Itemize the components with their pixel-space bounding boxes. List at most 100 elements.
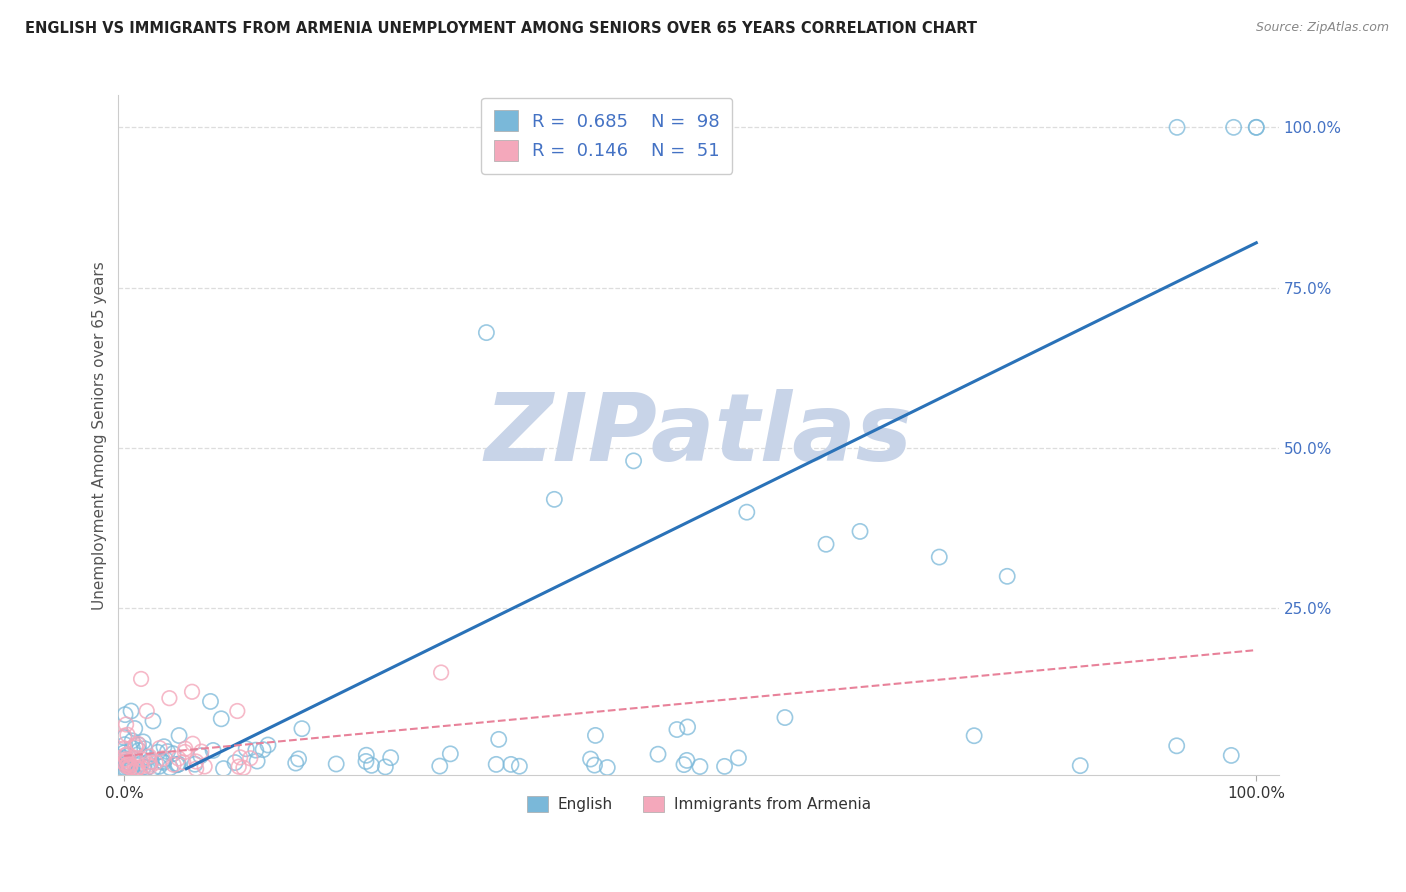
Point [153, 752, 176, 766]
Text: Source: ZipAtlas.com: Source: ZipAtlas.com [1256, 21, 1389, 34]
Point [120, 704, 142, 718]
Point [995, 569, 1018, 583]
Point [157, 691, 180, 706]
Point [235, 741, 257, 756]
Point [114, 757, 136, 772]
Point [232, 761, 254, 775]
Point [148, 741, 170, 756]
Point [1166, 120, 1188, 135]
Point [166, 757, 188, 772]
Point [172, 756, 194, 770]
Point [166, 757, 188, 772]
Point [689, 759, 711, 773]
Point [380, 750, 402, 764]
Point [181, 737, 204, 751]
Point [138, 749, 160, 764]
Point [114, 707, 136, 722]
Point [252, 742, 274, 756]
Point [167, 729, 190, 743]
Point [134, 741, 156, 756]
Point [190, 745, 212, 759]
Point [118, 760, 141, 774]
Point [152, 751, 174, 765]
Point [146, 745, 169, 759]
Point [135, 761, 157, 775]
Point [430, 665, 453, 680]
Point [291, 722, 314, 736]
Point [112, 756, 135, 770]
Point [129, 760, 152, 774]
Point [121, 760, 143, 774]
Point [114, 762, 136, 776]
Point [246, 754, 269, 768]
Point [138, 756, 160, 770]
Point [127, 738, 149, 752]
Legend: English, Immigrants from Armenia: English, Immigrants from Armenia [520, 790, 877, 819]
Point [112, 741, 135, 756]
Point [129, 672, 152, 686]
Text: ZIPatlas: ZIPatlas [485, 389, 912, 481]
Point [1166, 739, 1188, 753]
Point [485, 757, 508, 772]
Point [162, 747, 184, 761]
Point [114, 748, 136, 763]
Point [117, 761, 139, 775]
Point [141, 755, 163, 769]
Point [124, 760, 146, 774]
Point [928, 550, 950, 565]
Point [1246, 120, 1268, 135]
Point [257, 738, 280, 752]
Point [200, 694, 222, 708]
Point [184, 755, 207, 769]
Point [585, 728, 607, 742]
Point [148, 759, 170, 773]
Point [429, 759, 451, 773]
Point [129, 756, 152, 771]
Point [115, 755, 138, 769]
Point [115, 753, 138, 767]
Text: ENGLISH VS IMMIGRANTS FROM ARMENIA UNEMPLOYMENT AMONG SENIORS OVER 65 YEARS CORR: ENGLISH VS IMMIGRANTS FROM ARMENIA UNEMP… [25, 21, 977, 36]
Point [354, 755, 377, 769]
Point [287, 752, 309, 766]
Point [1069, 758, 1091, 772]
Y-axis label: Unemployment Among Seniors over 65 years: Unemployment Among Seniors over 65 years [93, 260, 107, 609]
Point [163, 757, 186, 772]
Point [226, 704, 249, 718]
Point [117, 728, 139, 742]
Point [117, 757, 139, 772]
Point [117, 756, 139, 771]
Point [132, 760, 155, 774]
Point [224, 756, 246, 770]
Point [167, 751, 190, 765]
Point [713, 759, 735, 773]
Point [647, 747, 669, 762]
Point [325, 756, 347, 771]
Point [115, 717, 138, 731]
Point [1222, 120, 1244, 135]
Point [194, 759, 217, 773]
Point [127, 761, 149, 775]
Point [773, 710, 796, 724]
Point [114, 757, 136, 772]
Point [121, 741, 143, 756]
Point [849, 524, 872, 539]
Point [124, 722, 146, 736]
Point [439, 747, 461, 761]
Point [229, 750, 252, 764]
Point [184, 757, 207, 772]
Point [488, 732, 510, 747]
Point [115, 759, 138, 773]
Point [508, 759, 530, 773]
Point [112, 731, 135, 745]
Point [124, 740, 146, 755]
Point [131, 753, 153, 767]
Point [963, 729, 986, 743]
Point [135, 704, 157, 718]
Point [475, 326, 498, 340]
Point [153, 739, 176, 754]
Point [245, 743, 267, 757]
Point [112, 729, 135, 743]
Point [543, 492, 565, 507]
Point [173, 745, 195, 759]
Point [117, 749, 139, 764]
